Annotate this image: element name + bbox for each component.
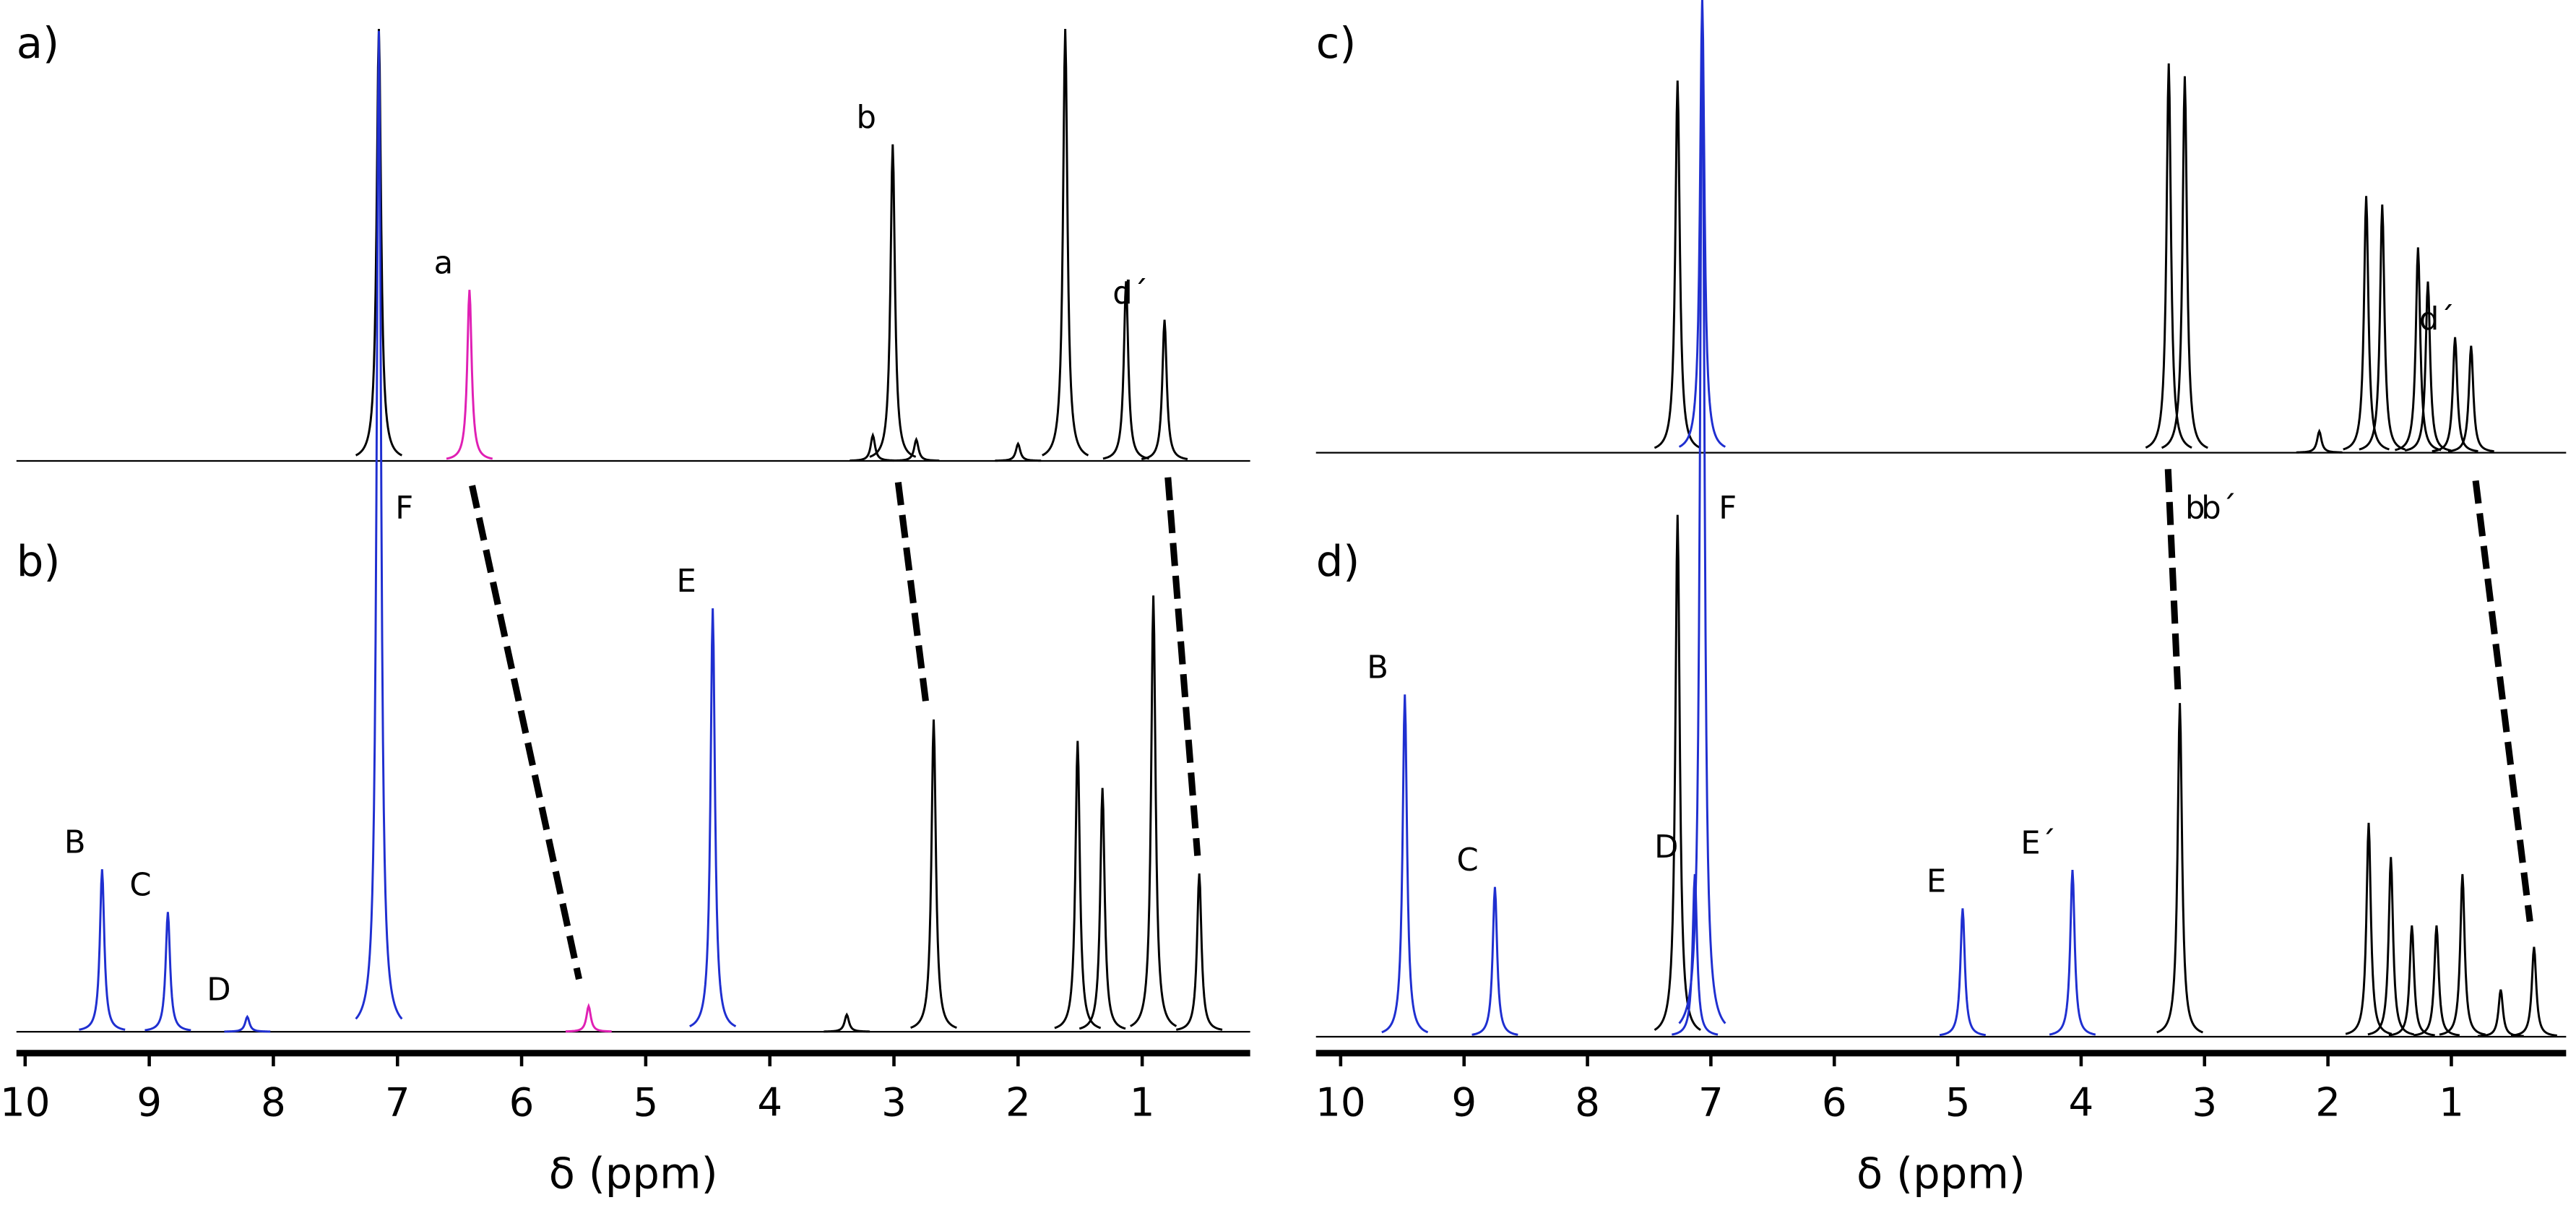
shift-connector <box>2164 469 2182 691</box>
panel-label: a) <box>17 18 59 68</box>
peak-label: E´ <box>2020 825 2056 861</box>
x-tick-label: 4 <box>757 1079 782 1125</box>
peak <box>2439 873 2486 1036</box>
peak-label: b <box>857 100 876 136</box>
x-tick-label: 2 <box>2315 1079 2341 1125</box>
peak <box>144 912 191 1032</box>
peak <box>565 1003 612 1033</box>
peak-label: E <box>1927 864 1946 900</box>
peak-label: E <box>677 564 696 600</box>
peak-label: C <box>129 868 151 904</box>
peak <box>2447 345 2494 453</box>
peak <box>355 30 403 1020</box>
x-tick-label: 8 <box>1575 1079 1600 1125</box>
shift-connector <box>2472 480 2533 923</box>
peak <box>1471 886 1518 1036</box>
peak <box>850 432 896 462</box>
peak <box>995 441 1042 462</box>
peak <box>2156 703 2204 1034</box>
peak <box>2049 869 2096 1036</box>
peak <box>2359 204 2406 451</box>
peak-label: B <box>1367 650 1388 686</box>
peak <box>2413 925 2460 1037</box>
peak-label: d´ <box>2419 301 2455 337</box>
peak <box>355 28 403 457</box>
peak <box>2161 76 2208 449</box>
x-tick-label: 2 <box>1006 1079 1031 1125</box>
x-tick-label: 6 <box>509 1079 535 1125</box>
peak <box>1054 741 1102 1029</box>
peak <box>2345 822 2393 1035</box>
peak <box>446 290 493 460</box>
peak <box>1176 873 1223 1031</box>
peak-label: b <box>2185 491 2205 527</box>
peak <box>224 1014 271 1033</box>
peak <box>869 144 917 458</box>
panel-label: b) <box>17 536 61 586</box>
peak <box>1141 319 1188 460</box>
peak-label: d´ <box>1112 275 1148 311</box>
peak <box>1678 1 1726 1024</box>
panel-label: c) <box>1316 18 1357 68</box>
x-tick-label: 5 <box>1945 1079 1971 1125</box>
x-tick-label: 4 <box>2069 1079 2094 1125</box>
peak <box>1042 28 1089 457</box>
x-tick-label: 9 <box>1451 1079 1477 1125</box>
peak <box>79 869 126 1031</box>
peak <box>1678 0 1726 448</box>
shift-connector <box>1164 477 1201 856</box>
peak-label: F <box>395 491 413 527</box>
panel-label: d) <box>1316 536 1360 586</box>
peak-label: F <box>1719 491 1737 527</box>
shift-connector <box>469 485 583 980</box>
peak <box>2395 247 2442 452</box>
x-tick-label: 9 <box>137 1079 162 1125</box>
peak <box>910 719 957 1029</box>
peak <box>1102 281 1149 460</box>
peak-label: D <box>1654 829 1678 865</box>
peak <box>2510 946 2557 1037</box>
peak <box>824 1012 870 1033</box>
x-tick-label: 7 <box>385 1079 410 1125</box>
peak <box>1672 873 1719 1036</box>
peak <box>2388 925 2435 1037</box>
peak-label: b´ <box>2201 491 2236 527</box>
x-axis-label: δ (ppm) <box>549 1148 718 1198</box>
peak <box>2145 63 2192 449</box>
shift-connector <box>894 482 930 705</box>
x-tick-label: 3 <box>2192 1079 2217 1125</box>
peak-label: B <box>64 824 86 860</box>
x-tick-label: 3 <box>881 1079 907 1125</box>
peak-label: C <box>1456 842 1478 879</box>
peak <box>2367 857 2414 1036</box>
x-tick-label: 1 <box>2439 1079 2464 1125</box>
x-tick-label: 8 <box>261 1079 286 1125</box>
x-tick-label: 10 <box>1315 1079 1366 1125</box>
peak <box>2477 989 2524 1037</box>
peak <box>1079 787 1126 1030</box>
peak <box>2432 337 2478 452</box>
peak <box>689 608 737 1027</box>
peak <box>893 436 940 462</box>
peak <box>1654 80 1701 449</box>
peak <box>1130 595 1177 1027</box>
peak-label: D <box>207 972 230 1009</box>
peak <box>1939 908 1987 1037</box>
x-tick-label: 7 <box>1698 1079 1724 1125</box>
peak <box>1381 694 1429 1034</box>
peak <box>1654 514 1701 1031</box>
x-axis-label: δ (ppm) <box>1857 1148 2026 1198</box>
peak <box>2296 428 2343 454</box>
x-tick-label: 1 <box>1130 1079 1155 1125</box>
peak-label: a <box>434 245 454 281</box>
x-tick-label: 6 <box>1822 1079 1847 1125</box>
x-tick-label: 10 <box>0 1079 51 1125</box>
peak <box>2343 196 2390 451</box>
x-tick-label: 5 <box>633 1079 658 1125</box>
